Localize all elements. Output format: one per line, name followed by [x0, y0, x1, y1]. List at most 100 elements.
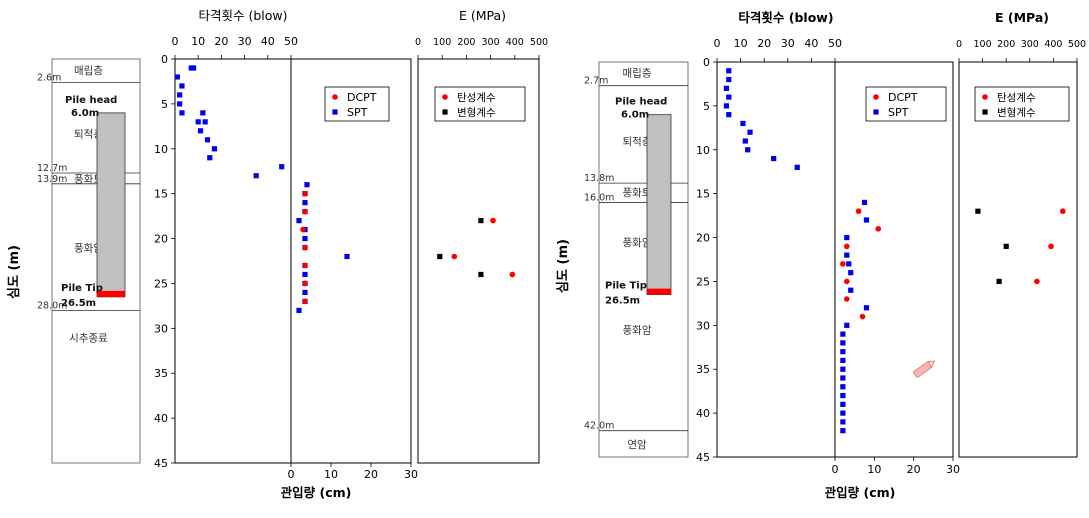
- legend-label: 탄성계수: [457, 92, 496, 104]
- blow-tick-label: 0: [172, 35, 179, 48]
- legend-label: 변형계수: [997, 107, 1036, 119]
- spt-point: [174, 74, 180, 80]
- e-legend-box: [974, 86, 1070, 122]
- spt-point: [840, 375, 846, 381]
- e-tick-label: 100: [974, 39, 992, 50]
- penetration-tick-label: 30: [404, 468, 418, 481]
- blow-tick-label: 10: [734, 37, 748, 50]
- legend-box: [865, 86, 947, 122]
- depth-tick-label: 10: [154, 143, 168, 156]
- depth-tick-label: 40: [696, 407, 710, 420]
- spt-point: [344, 253, 350, 260]
- blow-tick-label: 40: [804, 37, 818, 50]
- spt-point: [726, 76, 732, 83]
- depth-tick-label: 20: [696, 232, 710, 245]
- pile-head-depth-label: 6.0m: [621, 110, 649, 121]
- layer-name-label: 시추종료: [69, 332, 108, 344]
- spt-point: [726, 94, 732, 100]
- spt-point: [844, 234, 850, 241]
- depth-tick-label: 0: [161, 53, 168, 66]
- depth-tick-label: 30: [696, 319, 710, 332]
- dcpt-point: [302, 262, 308, 269]
- legend-deform-marker: [442, 109, 448, 115]
- pile-tip-depth-label: 26.5m: [605, 296, 640, 307]
- main-plot-frame: [174, 58, 412, 464]
- spt-point: [840, 410, 846, 416]
- layer-name-label: 풍화암: [623, 325, 652, 337]
- stratum-depth-label: 42.0m: [584, 421, 614, 432]
- dcpt-point: [302, 280, 308, 287]
- spt-point: [745, 147, 751, 153]
- spt-point: [740, 120, 746, 127]
- deformation-modulus-point: [996, 278, 1002, 285]
- deformation-modulus-point: [1003, 243, 1009, 249]
- soil-column-frame: [598, 61, 689, 458]
- spt-point: [840, 349, 846, 355]
- spt-point: [840, 419, 846, 425]
- legend-spt-marker: [873, 109, 879, 115]
- blow-tick-label: 20: [757, 37, 771, 50]
- depth-axis-label: 심도 (m): [555, 239, 571, 293]
- depth-tick-label: 0: [703, 56, 710, 69]
- e-tick-label: 100: [433, 37, 451, 48]
- spt-point: [844, 252, 850, 258]
- depth-tick-label: 30: [154, 322, 168, 335]
- legend-elastic-marker: [442, 94, 448, 100]
- dcpt-point: [302, 190, 308, 197]
- e-tick-label: 200: [997, 39, 1015, 50]
- spt-point: [863, 217, 870, 223]
- deformation-modulus-point: [975, 208, 981, 214]
- pile-body: [646, 114, 672, 296]
- stratum-depth-label: 13.8m: [584, 173, 614, 184]
- spt-point: [794, 164, 800, 170]
- spt-point: [211, 146, 218, 152]
- spt-point: [302, 289, 308, 296]
- penetration-tick-label: 30: [946, 463, 960, 476]
- spt-point: [302, 235, 308, 242]
- blow-tick-label: 30: [781, 37, 795, 50]
- depth-tick-label: 40: [154, 412, 168, 425]
- spt-point: [840, 340, 846, 346]
- spt-point: [840, 401, 846, 407]
- dcpt-point: [855, 208, 862, 215]
- deformation-modulus-point: [478, 218, 484, 224]
- pile-tip-marker: [97, 290, 125, 297]
- blow-axis-label: 타격횟수 (blow): [198, 8, 287, 23]
- spt-point: [202, 119, 208, 125]
- layer-name-label: 풍화암: [623, 237, 652, 249]
- spt-point: [279, 164, 285, 170]
- layer-name-label: 매립층: [623, 67, 652, 80]
- elastic-modulus-point: [451, 253, 458, 260]
- stratum-depth-label: 28.0m: [37, 300, 67, 311]
- legend-label: 변형계수: [457, 107, 496, 119]
- spt-point: [840, 384, 846, 390]
- spt-point: [848, 287, 854, 293]
- depth-tick-label: 45: [696, 451, 710, 464]
- dcpt-point: [302, 298, 308, 305]
- e-tick-label: 0: [415, 37, 421, 48]
- e-axis-label: E (MPa): [995, 10, 1049, 25]
- penetration-tick-label: 0: [288, 468, 295, 481]
- pile-tip-label: Pile Tip: [61, 283, 103, 294]
- elastic-modulus-point: [490, 217, 496, 224]
- spt-point: [195, 119, 201, 125]
- spt-point: [207, 155, 213, 161]
- spt-point: [304, 182, 310, 188]
- depth-tick-label: 5: [703, 100, 710, 113]
- blow-tick-label: 50: [828, 37, 842, 50]
- dcpt-point: [840, 261, 846, 267]
- pile-head-label: Pile head: [65, 95, 117, 106]
- spt-point: [253, 173, 259, 179]
- dcpt-point: [875, 225, 882, 232]
- layer-name-label: 풍화토: [74, 173, 103, 185]
- legend-label: DCPT: [347, 91, 377, 104]
- penetration-tick-label: 20: [907, 463, 921, 476]
- spt-point: [726, 112, 732, 118]
- spt-point: [846, 261, 852, 267]
- e-plot-frame: [958, 61, 1078, 458]
- stratum-depth-label: 16.0m: [584, 192, 614, 203]
- spt-point: [179, 83, 185, 89]
- layer-name-label: 퇴적층: [74, 129, 103, 141]
